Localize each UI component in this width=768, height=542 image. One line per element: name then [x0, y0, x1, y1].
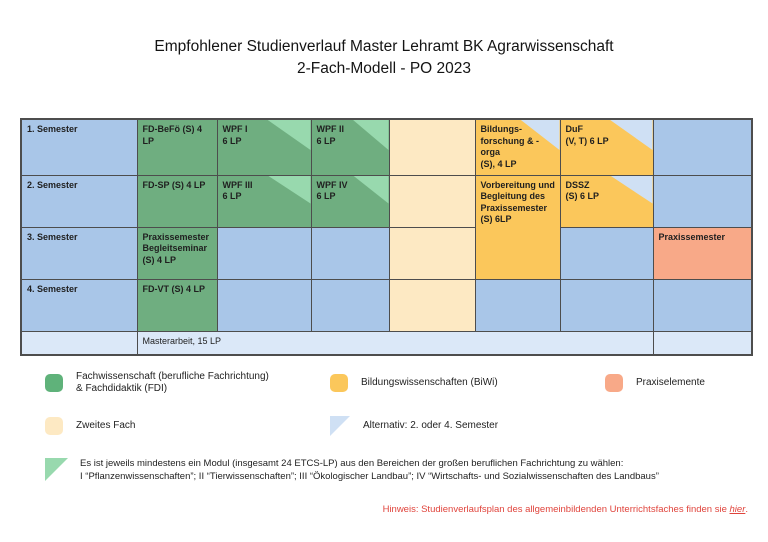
legend-swatch-green-icon [45, 374, 63, 392]
hier-link[interactable]: hier [729, 504, 746, 515]
cell-wpf-4: WPF IV 6 LP [310, 174, 390, 228]
cell-empty-sem4-col6 [474, 278, 561, 332]
document-title: Empfohlener Studienverlauf Master Lehram… [0, 36, 768, 80]
cell-empty-sem3-col7 [559, 226, 654, 280]
legend-item-biwi: Bildungswissenschaften (BiWi) [330, 373, 498, 393]
cell-wpf-2: WPF II 6 LP [310, 118, 390, 176]
cell-zweites-fach-sem4 [388, 278, 476, 332]
legend-item-alternativ: Alternativ: 2. oder 4. Semester [330, 416, 498, 436]
cell-semester-1-label: 1. Semester [20, 118, 138, 176]
cell-wpf-1-text: WPF I 6 LP [222, 124, 248, 146]
legend-item-praxiselemente: Praxiselemente [605, 373, 705, 393]
cell-wpf-3-text: WPF III 6 LP [222, 179, 253, 202]
legend-label-zweites-fach: Zweites Fach [76, 420, 136, 431]
wpf-note-line2: I “Pflanzenwissenschaften”; II “Tierwiss… [80, 470, 659, 482]
legend-label-alternativ: Alternativ: 2. oder 4. Semester [363, 420, 499, 431]
hint-text: Hinweis: Studienverlaufsplan des allgeme… [382, 504, 730, 515]
legend-swatch-salmon-icon [605, 374, 623, 392]
cell-semester-3-label: 3. Semester [20, 226, 138, 280]
cell-masterarbeit: Masterarbeit, 15 LP [136, 330, 654, 356]
cell-bildungsforschung: Bildungs- forschung & -orga (S), 4 LP [474, 118, 561, 176]
legend-label-fachwissenschaft: Fachwissenschaft (berufliche Fachrichtun… [76, 371, 269, 394]
cell-bildungsforschung-text: Bildungs- forschung & -orga (S), 4 LP [480, 124, 540, 169]
cell-zweites-fach-sem3 [388, 226, 476, 280]
legend-item-zweites-fach: Zweites Fach [45, 416, 135, 436]
cell-empty-sem4-col3 [216, 278, 312, 332]
legend-item-fachwissenschaft: Fachwissenschaft (berufliche Fachrichtun… [45, 371, 269, 394]
cell-duf: DuF (V, T) 6 LP [559, 118, 654, 176]
cell-fd-befoe: FD-BeFö (S) 4 LP [136, 118, 218, 176]
cell-praxissemester-begleitseminar: Praxissemester Begleitseminar (S) 4 LP [136, 226, 218, 280]
cell-fd-sp: FD-SP (S) 4 LP [136, 174, 218, 228]
cell-wpf-2-text: WPF II 6 LP [316, 124, 345, 146]
cell-empty-sem4-col4 [310, 278, 390, 332]
hint-suffix: . [745, 504, 748, 515]
cell-wpf-4-text: WPF IV 6 LP [316, 179, 348, 202]
cell-dssz-text: DSSZ (S) 6 LP [565, 179, 600, 202]
row-semester-4: 4. Semester FD-VT (S) 4 LP [20, 278, 753, 332]
note-green-triangle-icon [45, 458, 68, 481]
cell-fd-vt: FD-VT (S) 4 LP [136, 278, 218, 332]
cell-empty-sem1-col8 [652, 118, 753, 176]
cell-empty-sem4-col8 [652, 278, 753, 332]
row-masterarbeit: Masterarbeit, 15 LP [20, 330, 753, 356]
title-line1: Empfohlener Studienverlauf Master Lehram… [154, 38, 614, 55]
cell-vorbereitung-praxissemester: Vorbereitung und Begleitung des Praxisse… [474, 174, 561, 280]
row-semester-3: 3. Semester Praxissemester Begleitsemina… [20, 226, 753, 280]
cell-empty-sem3-col4 [310, 226, 390, 280]
cell-wpf-3: WPF III 6 LP [216, 174, 312, 228]
hint-line: Hinweis: Studienverlaufsplan des allgeme… [383, 504, 748, 515]
title-line2: 2-Fach-Modell - PO 2023 [296, 60, 472, 77]
legend-label-praxiselemente: Praxiselemente [636, 377, 705, 388]
cell-empty-sem3-col3 [216, 226, 312, 280]
wpf-note-line1: Es ist jeweils mindestens ein Modul (ins… [80, 458, 624, 469]
cell-empty-sem2-col8 [652, 174, 753, 228]
cell-zweites-fach-sem2 [388, 174, 476, 228]
cell-duf-text: DuF (V, T) 6 LP [565, 124, 609, 146]
cell-dssz: DSSZ (S) 6 LP [559, 174, 654, 228]
row-semester-2: 2. Semester FD-SP (S) 4 LP WPF III 6 LP … [20, 174, 753, 280]
row-semester-1: 1. Semester FD-BeFö (S) 4 LP WPF I 6 LP … [20, 118, 753, 176]
cell-empty-sem4-col7 [559, 278, 654, 332]
cell-semester-4-label: 4. Semester [20, 278, 138, 332]
cell-semester-2-label: 2. Semester [20, 174, 138, 228]
wpf-note: Es ist jeweils mindestens ein Modul (ins… [80, 458, 752, 483]
cell-empty-mrow-col8 [652, 330, 753, 356]
legend-swatch-orange-icon [330, 374, 348, 392]
legend-swatch-cream-icon [45, 417, 63, 435]
study-plan-table: 1. Semester FD-BeFö (S) 4 LP WPF I 6 LP … [20, 118, 753, 356]
legend-label-biwi: Bildungswissenschaften (BiWi) [361, 377, 498, 388]
cell-zweites-fach-sem1 [388, 118, 476, 176]
cell-praxissemester: Praxissemester [652, 226, 753, 280]
cell-wpf-1: WPF I 6 LP [216, 118, 312, 176]
legend-swatch-blue-triangle-icon [330, 416, 350, 436]
cell-empty-mrow-col1 [20, 330, 138, 356]
